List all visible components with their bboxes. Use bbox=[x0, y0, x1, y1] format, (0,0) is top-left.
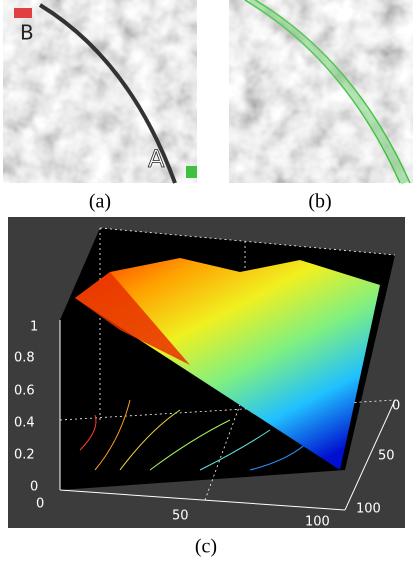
panel-c: 1 0.8 0.6 0.4 0.2 0 0 50 100 0 50 100 bbox=[8, 217, 405, 530]
image-b bbox=[229, 0, 413, 183]
y-tick-label: 100 bbox=[356, 502, 381, 517]
page: B A (a) (b) 1 0.8 0. bbox=[0, 0, 416, 568]
z-tick-label: 0.4 bbox=[14, 416, 35, 431]
z-tick-label: 0.2 bbox=[14, 448, 35, 463]
z-tick-label: 1 bbox=[30, 320, 38, 335]
x-tick-label: 50 bbox=[172, 509, 189, 524]
panel-b bbox=[229, 0, 413, 183]
caption: (c) bbox=[195, 536, 217, 558]
y-tick-label: 50 bbox=[378, 449, 395, 464]
x-tick-label: 100 bbox=[305, 515, 330, 530]
y-tick-label: 0 bbox=[392, 399, 400, 414]
marker-a bbox=[186, 166, 197, 178]
point-label: A bbox=[148, 145, 165, 173]
marker-b bbox=[14, 8, 32, 18]
z-tick-label: 0.6 bbox=[14, 384, 35, 399]
panel-a: B A bbox=[3, 0, 197, 183]
figure: B A (a) (b) 1 0.8 0. bbox=[0, 0, 416, 568]
z-tick-label: 0 bbox=[30, 480, 38, 495]
x-tick-label: 0 bbox=[36, 497, 44, 512]
caption: (a) bbox=[89, 191, 111, 213]
z-tick-label: 0.8 bbox=[14, 351, 35, 366]
caption: (b) bbox=[308, 191, 331, 213]
point-label: B bbox=[20, 21, 34, 45]
